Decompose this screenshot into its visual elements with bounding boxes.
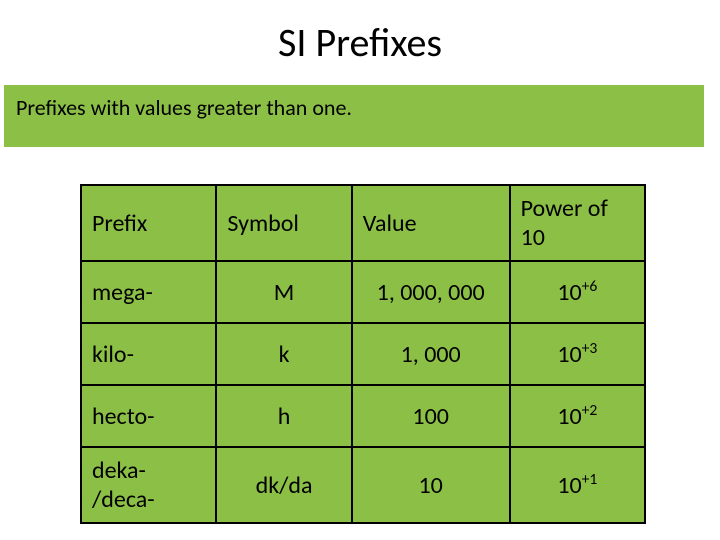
cell-prefix: hecto-	[81, 385, 216, 447]
power-exp: +1	[582, 470, 598, 489]
cell-prefix: mega-	[81, 261, 216, 323]
cell-value: 10	[352, 447, 510, 523]
cell-symbol: dk/da	[216, 447, 351, 523]
cell-symbol: h	[216, 385, 351, 447]
slide: SI Prefixes Prefixes with values greater…	[0, 0, 720, 540]
power-base: 10	[557, 278, 581, 307]
col-header-value: Value	[352, 185, 510, 261]
power-exp: +2	[582, 401, 598, 420]
cell-value: 1, 000	[352, 323, 510, 385]
prefix-table-container: Prefix Symbol Value Power of 10 mega- M …	[80, 184, 646, 524]
subtitle-banner: Prefixes with values greater than one.	[4, 85, 704, 147]
table-row: kilo- k 1, 000 10+3	[81, 323, 645, 385]
table-row: mega- M 1, 000, 000 10+6	[81, 261, 645, 323]
cell-prefix: kilo-	[81, 323, 216, 385]
cell-prefix: deka- /deca-	[81, 447, 216, 523]
cell-symbol: k	[216, 323, 351, 385]
table-header-row: Prefix Symbol Value Power of 10	[81, 185, 645, 261]
power-base: 10	[557, 340, 581, 369]
table-row: hecto- h 100 10+2	[81, 385, 645, 447]
cell-power: 10+3	[510, 323, 645, 385]
col-header-prefix: Prefix	[81, 185, 216, 261]
cell-power: 10+2	[510, 385, 645, 447]
col-header-power: Power of 10	[510, 185, 645, 261]
power-exp: +3	[582, 339, 598, 358]
power-exp: +6	[582, 277, 598, 296]
cell-power: 10+6	[510, 261, 645, 323]
page-title: SI Prefixes	[0, 0, 720, 75]
cell-symbol: M	[216, 261, 351, 323]
cell-power: 10+1	[510, 447, 645, 523]
col-header-symbol: Symbol	[216, 185, 351, 261]
power-base: 10	[557, 402, 581, 431]
cell-value: 1, 000, 000	[352, 261, 510, 323]
prefix-table: Prefix Symbol Value Power of 10 mega- M …	[80, 184, 646, 524]
power-base: 10	[557, 471, 581, 500]
cell-value: 100	[352, 385, 510, 447]
table-row: deka- /deca- dk/da 10 10+1	[81, 447, 645, 523]
